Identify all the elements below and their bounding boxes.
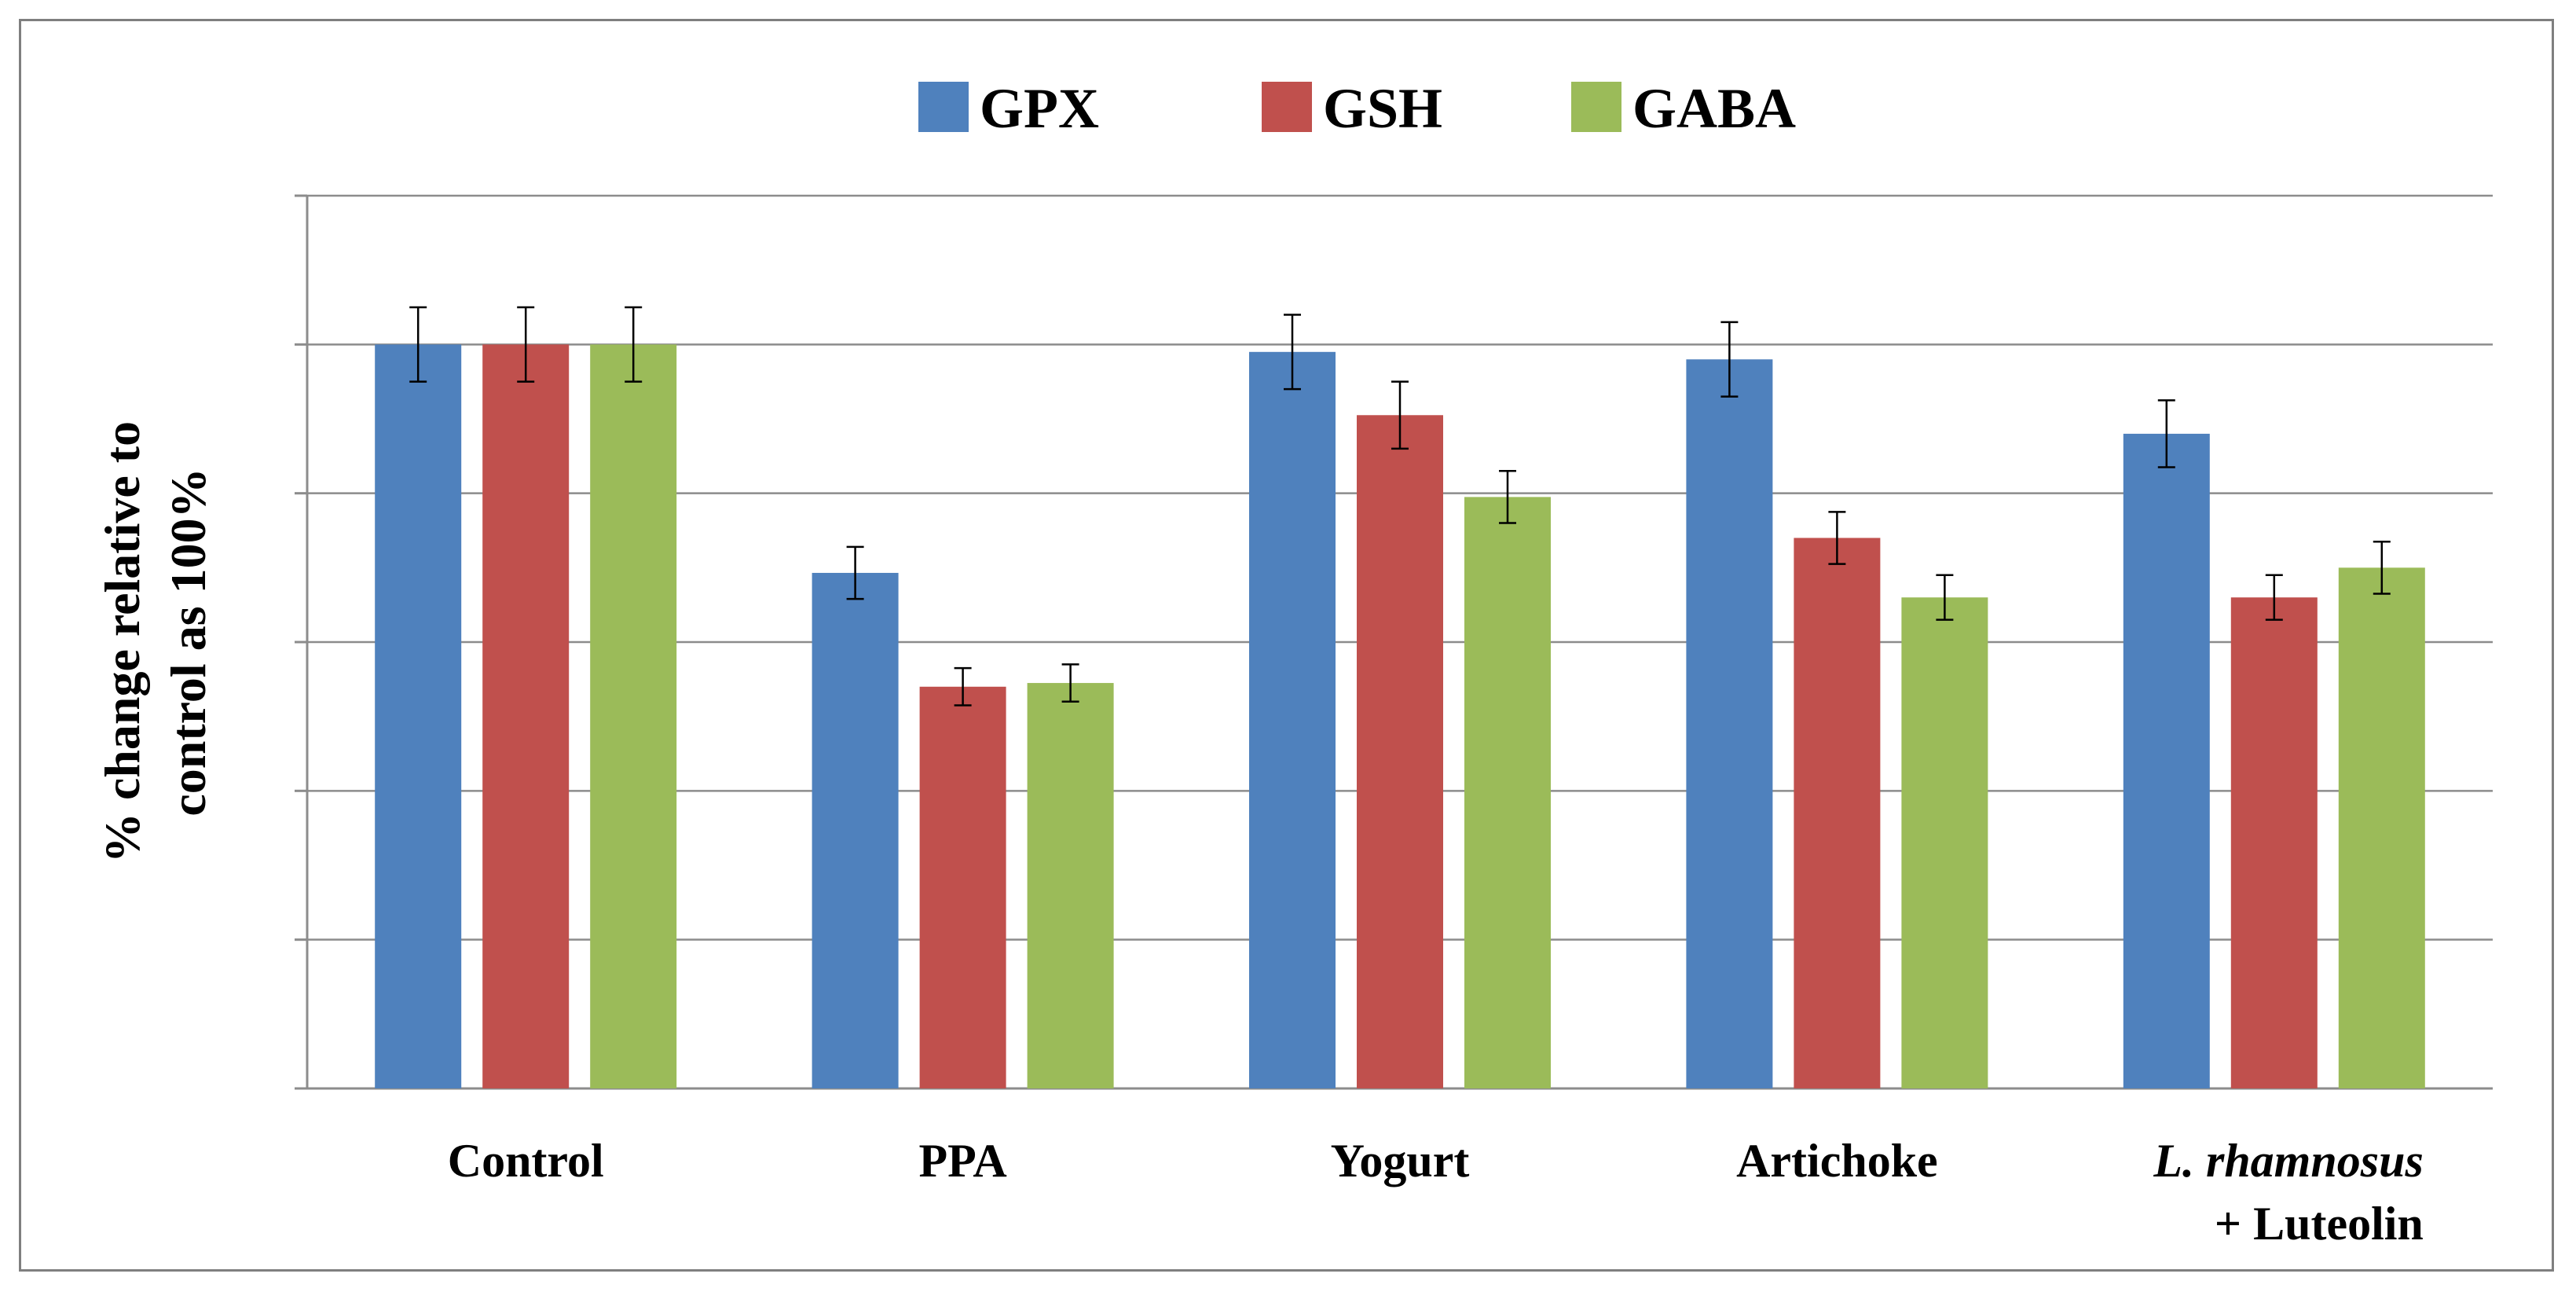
category-label-0: Control [448,1135,604,1187]
category-labels: Control PPA Yogurt Artichoke L. rhamnosus + L… [448,1135,2424,1250]
legend-swatch-gsh [1262,82,1312,132]
y-axis-label: % change relative to control as 100% [94,421,216,863]
bar-gpx-4 [2123,433,2210,1088]
error-bar-gpx-3 [1720,321,1739,398]
error-bar-gsh-0 [517,306,535,383]
error-bar-gpx-2 [1284,314,1301,391]
legend-swatch-gpx [918,82,969,132]
error-bar-gsh-2 [1391,380,1409,450]
legend-label-gpx: GPX [980,77,1099,140]
category-label-4-line-1: + Luteolin [2215,1198,2424,1250]
bar-gpx-3 [1686,359,1773,1088]
error-bar-gaba-1 [1061,663,1079,703]
category-label-1: PPA [919,1135,1007,1187]
error-bar-gsh-4 [2265,574,2283,621]
bar-gpx-2 [1249,351,1336,1088]
error-bar-gpx-1 [846,545,864,600]
bar-gaba-4 [2338,567,2425,1088]
legend-swatch-gaba [1571,82,1621,132]
bar-gsh-2 [1357,415,1443,1088]
error-bar-gaba-0 [625,306,643,383]
error-bar-gaba-3 [1936,574,1954,621]
bar-gsh-3 [1794,538,1881,1088]
legend-item-gaba: GABA [1571,77,1796,140]
chart-frame: Control PPA Yogurt Artichoke L. rhamnosus + L… [19,19,2554,1272]
bar-gaba-1 [1027,683,1114,1088]
bar-gaba-3 [1901,597,1988,1088]
bar-gpx-1 [812,572,899,1088]
error-bar-gaba-4 [2373,540,2391,595]
legend-item-gsh: GSH [1262,77,1442,140]
error-bar-gsh-3 [1828,511,1846,565]
bar-gsh-1 [919,686,1006,1088]
bar-gsh-4 [2230,597,2318,1088]
bar-gaba-0 [590,344,677,1088]
bars [375,344,2425,1088]
legend-item-gpx: GPX [918,77,1099,140]
bar-gsh-0 [482,344,570,1088]
bar-gaba-2 [1464,497,1551,1088]
legend-label-gaba: GABA [1632,77,1796,140]
category-label-4-line-0: L. rhamnosus [2153,1135,2423,1187]
error-bar-gpx-4 [2157,399,2175,468]
category-label-3: Artichoke [1736,1135,1938,1187]
bar-gpx-0 [375,344,462,1088]
legend: GPX GSH GABA [918,77,1796,140]
error-bar-gsh-1 [954,666,972,707]
y-axis-label-line-1: control as 100% [160,468,216,816]
error-bar-gpx-0 [409,306,427,383]
bar-chart: Control PPA Yogurt Artichoke L. rhamnosus + L… [94,77,2493,1250]
y-axis-label-line-0: % change relative to [94,421,150,863]
category-label-2: Yogurt [1331,1135,1470,1187]
error-bar-gaba-2 [1499,470,1516,524]
legend-label-gsh: GSH [1323,77,1442,140]
error-bars [409,306,2391,707]
